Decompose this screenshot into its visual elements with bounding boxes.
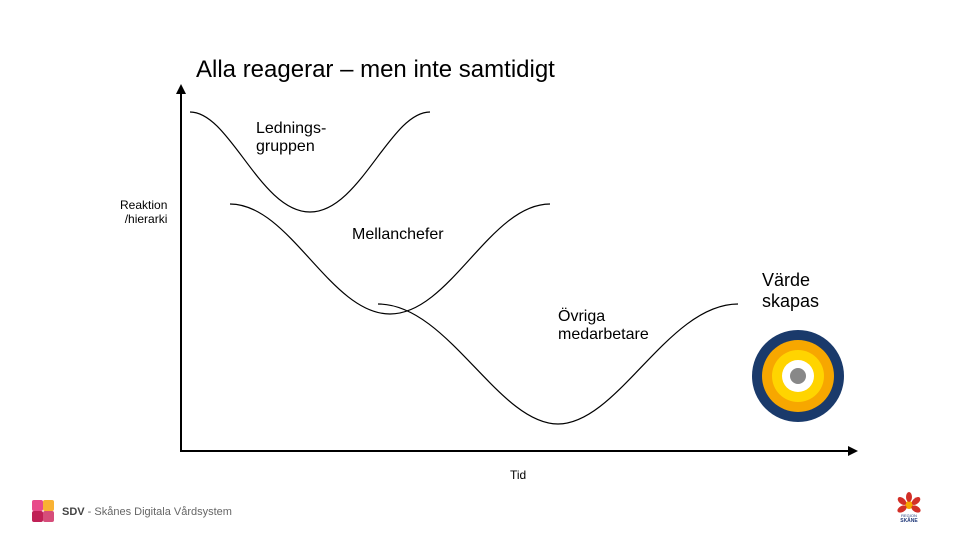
page-title: Alla reagerar – men inte samtidigt bbox=[196, 56, 555, 84]
target-ring bbox=[790, 368, 806, 384]
logo-quad-tl bbox=[32, 500, 43, 511]
label-mellanchefer: Mellanchefer bbox=[352, 226, 444, 244]
region-skane-text: SKÅNE bbox=[900, 517, 918, 524]
label-ledningsgruppen: Lednings-gruppen bbox=[256, 120, 326, 156]
sdv-text-wrap: SDV - Skånes Digitala Vårdsystem bbox=[62, 502, 232, 520]
logo-quad-br bbox=[43, 511, 54, 522]
region-skane-logo-icon: SKÅNE REGION bbox=[886, 492, 932, 526]
x-axis-label: Tid bbox=[510, 468, 526, 482]
y-axis-label: Reaktion/hierarki bbox=[120, 198, 167, 226]
sdv-label: SDV bbox=[62, 506, 85, 518]
svg-text:REGION: REGION bbox=[901, 513, 917, 518]
y-axis bbox=[180, 92, 182, 452]
x-axis bbox=[180, 450, 850, 452]
target-icon bbox=[752, 330, 844, 422]
sdv-logo-icon bbox=[32, 500, 54, 522]
sdv-sub: - Skånes Digitala Vårdsystem bbox=[85, 506, 232, 518]
value-label: Värdeskapas bbox=[762, 270, 819, 312]
logo-quad-tr bbox=[43, 500, 54, 511]
footer-left: SDV - Skånes Digitala Vårdsystem bbox=[32, 500, 232, 522]
logo-quad-bl bbox=[32, 511, 43, 522]
label-ovriga: Övrigamedarbetare bbox=[558, 308, 649, 344]
